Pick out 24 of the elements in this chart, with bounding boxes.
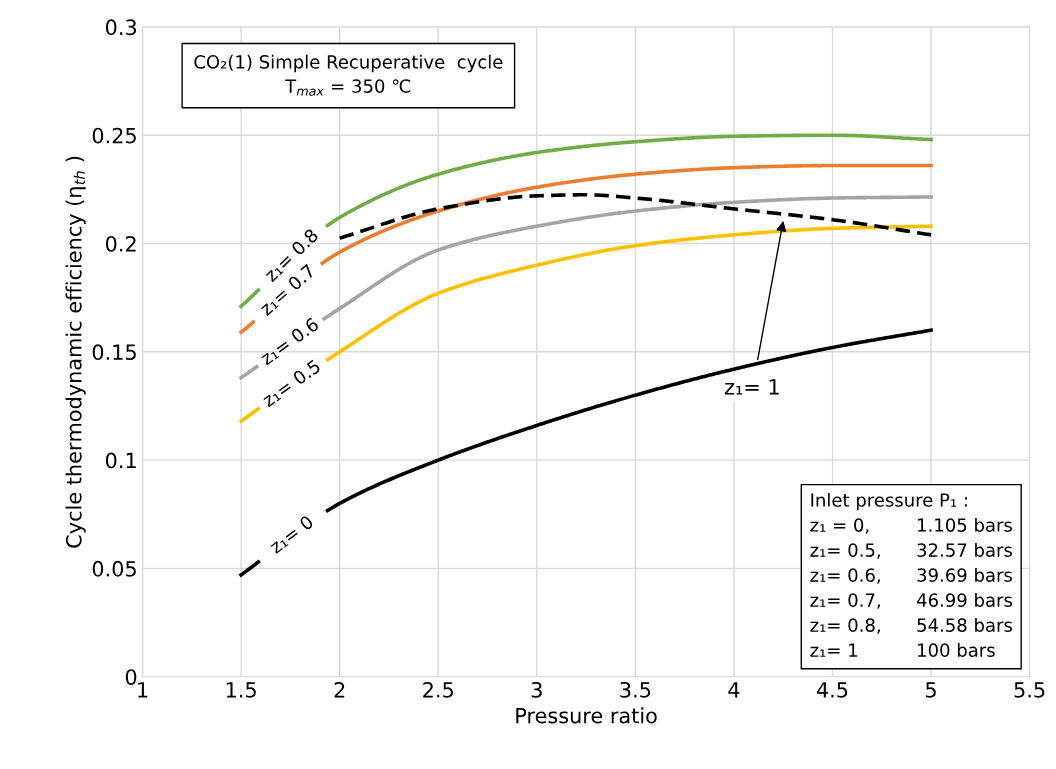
y-tick-label: 0.05 [92, 560, 136, 577]
text: z₁= 1 [724, 379, 779, 395]
y-tick-label: 0.1 [105, 452, 136, 469]
x-tick-label: 2 [334, 681, 345, 698]
text: CO₂(1) Simple Recuperative cycle [194, 54, 503, 73]
annotation: Inlet pressure P₁ : z₁ = 0, 1.105 bars z₁= 0.5, 32.57 bars z₁= 0.6, 39.69 bars z₁= 0.7, 46.99 bars z₁= 0.8, 54.58 bars z₁= 1 100 bars [810, 492, 1012, 657]
x-tick-label: 5.5 [1014, 682, 1045, 698]
x-tick-label: 2.5 [423, 681, 453, 698]
y-tick-label: 0.15 [92, 344, 136, 361]
y-tick-label: 0.3 [105, 19, 137, 36]
text: z₁= 0 [268, 514, 315, 555]
x-tick-label: 1.5 [226, 682, 256, 698]
y-tick-label: 0.2 [105, 235, 136, 252]
x-tick-label: 4 [728, 682, 740, 698]
text: T$_{max}$ = 350 ℃ [285, 79, 411, 96]
x-axis-title: Pressure ratio [516, 707, 657, 724]
y-tick-label: 0.25 [92, 127, 136, 144]
x-tick-label: 3.5 [620, 681, 651, 698]
y-tick-label: 0 [125, 669, 137, 685]
y-axis-title: Cycle thermodynamic efficiency (η$_{th}$ ) [65, 156, 86, 548]
x-tick-label: 5 [926, 682, 936, 698]
x-tick-label: 3 [531, 681, 542, 698]
x-tick-label: 4.5 [816, 682, 848, 698]
x-tick-label: 1 [138, 682, 148, 698]
